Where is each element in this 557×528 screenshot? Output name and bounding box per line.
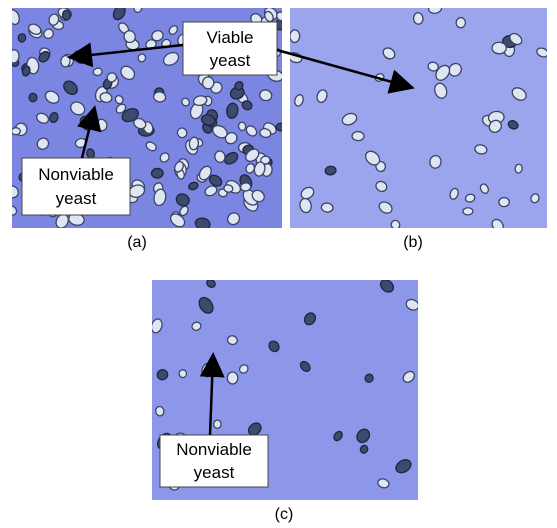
yeast-cell [492, 42, 506, 54]
yeast-cell [227, 372, 238, 384]
yeast-cell [290, 30, 300, 43]
yeast-cell [29, 93, 37, 101]
yeast-cell [413, 12, 423, 24]
yeast-cell [514, 164, 522, 174]
yeast-cell [321, 202, 334, 212]
yeast-cell [455, 17, 466, 28]
yeast-cell [238, 122, 246, 131]
yeast-cell [152, 168, 164, 178]
yeast-cell [62, 10, 71, 20]
annotation-text: Viable [207, 28, 254, 47]
yeast-cell [179, 370, 187, 378]
annotation-text: Nonviable [176, 440, 252, 459]
yeast-cell [352, 131, 364, 140]
figure: (a) (b) (c) Viable yeast Nonviable yeast… [0, 0, 557, 528]
yeast-cell [213, 420, 221, 429]
yeast-cell [240, 182, 251, 191]
yeast-cell [463, 208, 473, 215]
yeast-cell [276, 123, 286, 131]
yeast-cell [8, 49, 19, 63]
panel-label: (a) [127, 234, 147, 251]
yeast-cell [499, 197, 510, 206]
annotation-text: Nonviable [38, 165, 114, 184]
annotation-text: yeast [194, 463, 235, 482]
annotation-text: yeast [210, 51, 251, 70]
panel-label: (c) [275, 506, 294, 523]
annotation-text: yeast [56, 189, 97, 208]
page: (a) (b) (c) Viable yeast Nonviable yeast… [0, 0, 557, 528]
panel-label: (b) [403, 234, 423, 251]
yeast-cell [11, 128, 20, 135]
